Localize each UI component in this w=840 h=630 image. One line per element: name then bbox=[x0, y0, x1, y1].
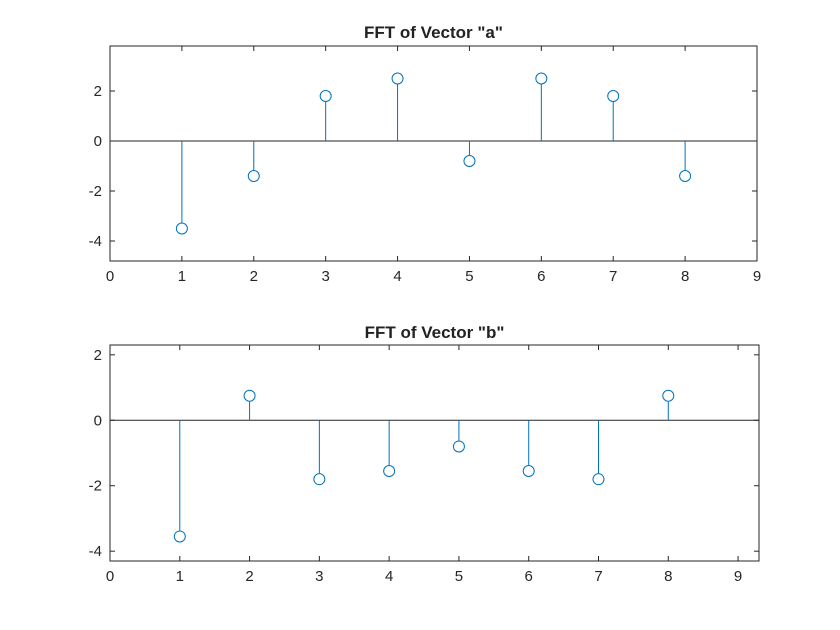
y-tick-label: 0 bbox=[94, 412, 102, 429]
stem-marker bbox=[535, 72, 548, 85]
stem-marker bbox=[607, 90, 620, 102]
stem-marker bbox=[383, 465, 396, 477]
stem-marker bbox=[313, 473, 326, 486]
x-tick-label: 2 bbox=[245, 568, 253, 585]
x-tick-label: 3 bbox=[315, 568, 323, 585]
x-tick-label: 0 bbox=[106, 268, 114, 285]
x-tick-label: 4 bbox=[385, 568, 393, 585]
y-tick-label: 2 bbox=[94, 83, 102, 100]
stem-marker bbox=[592, 473, 605, 486]
x-tick-label: 4 bbox=[393, 268, 401, 285]
stem-marker bbox=[679, 170, 692, 182]
x-tick-label: 5 bbox=[455, 568, 463, 585]
x-tick-label: 1 bbox=[176, 568, 184, 585]
x-tick-label: 1 bbox=[178, 268, 186, 285]
x-tick-label: 3 bbox=[321, 268, 329, 285]
stem-marker bbox=[452, 440, 465, 453]
x-tick-label: 9 bbox=[734, 568, 742, 585]
stem-marker bbox=[173, 530, 186, 543]
stem-marker bbox=[522, 465, 535, 477]
stem-marker bbox=[175, 222, 188, 235]
x-tick-label: 7 bbox=[594, 568, 602, 585]
x-tick-label: 9 bbox=[753, 268, 761, 285]
y-tick-label: 2 bbox=[94, 347, 102, 364]
x-tick-label: 7 bbox=[609, 268, 617, 285]
stem-marker bbox=[319, 90, 332, 102]
y-tick-label: -4 bbox=[89, 543, 102, 560]
x-tick-label: 8 bbox=[681, 268, 689, 285]
stem-marker bbox=[662, 389, 675, 402]
stem-marker bbox=[463, 155, 476, 167]
x-tick-label: 6 bbox=[537, 268, 545, 285]
chart-title: FFT of Vector "b" bbox=[365, 323, 505, 342]
stem-marker bbox=[247, 170, 260, 182]
x-tick-label: 5 bbox=[465, 268, 473, 285]
y-tick-label: -2 bbox=[89, 478, 102, 495]
stem-marker bbox=[243, 389, 256, 402]
chart-title: FFT of Vector "a" bbox=[364, 23, 503, 42]
y-tick-label: 0 bbox=[94, 133, 102, 150]
axes-box bbox=[109, 344, 760, 562]
axes-box bbox=[109, 45, 758, 262]
y-tick-label: -4 bbox=[89, 233, 102, 250]
x-tick-label: 8 bbox=[664, 568, 672, 585]
chart-fft-a: FFT of Vector "a" 0 1 2 3 4 5 6 7 8 9 -4 -2 0 2 bbox=[89, 23, 762, 285]
y-tick-label: -2 bbox=[89, 183, 102, 200]
x-tick-label: 2 bbox=[250, 268, 258, 285]
x-tick-label: 0 bbox=[106, 568, 114, 585]
chart-fft-b: FFT of Vector "b" 0 1 2 3 4 5 6 7 8 9 -4 -2 0 2 bbox=[89, 323, 760, 585]
stem-marker bbox=[391, 72, 404, 85]
x-tick-label: 6 bbox=[525, 568, 533, 585]
